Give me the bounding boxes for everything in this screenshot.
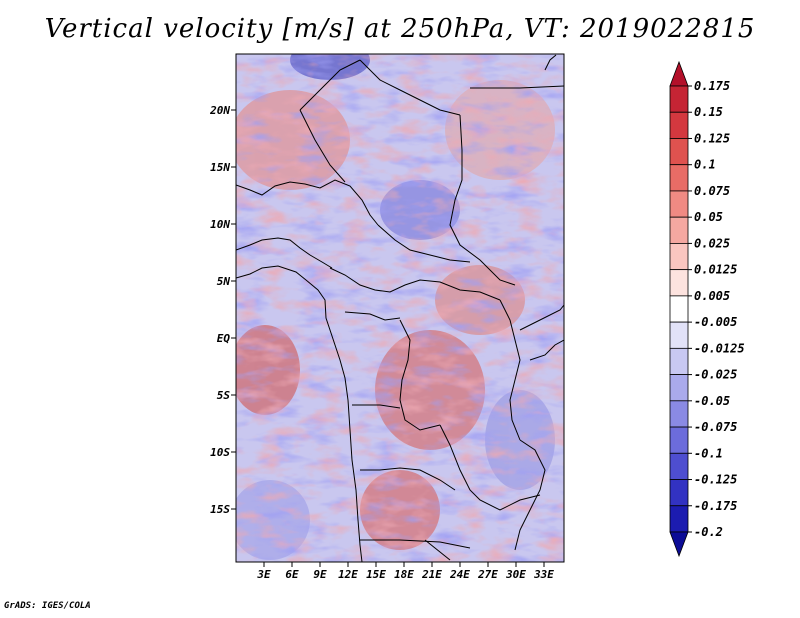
lon-label: 18E: [394, 568, 414, 581]
colorbar-swatch: [669, 269, 689, 297]
colorbar-swatch: [669, 138, 689, 166]
colorbar-swatch: [669, 321, 689, 349]
colorbar-swatch: [669, 347, 689, 375]
colorbar-swatch: [669, 85, 689, 113]
lat-label: 15S: [210, 503, 230, 516]
colorbar-label: 0.15: [694, 105, 723, 119]
colorbar-label: 0.0125: [694, 263, 737, 277]
lat-label: EQ: [217, 332, 231, 345]
colorbar-swatch: [669, 190, 689, 218]
colorbar-label: 0.05: [694, 210, 723, 224]
latitude-axis: 20N 15N 10N 5N EQ 5S 10S 15S: [209, 104, 236, 516]
colorbar-swatch: [669, 452, 689, 480]
colorbar-label: 0.005: [694, 289, 730, 303]
colorbar-swatch: [669, 505, 689, 533]
lat-label: 20N: [209, 104, 230, 117]
colorbar-label: -0.005: [694, 315, 737, 329]
lat-label: 15N: [210, 161, 230, 174]
colorbar-swatch: [669, 111, 689, 139]
lat-label: 5S: [217, 389, 231, 402]
colorbar-label: -0.075: [694, 420, 737, 434]
colorbar-bottom-arrow: [669, 531, 689, 558]
colorbar-swatch: [669, 164, 689, 192]
lat-label: 10N: [210, 218, 230, 231]
colorbar-label: -0.0125: [694, 341, 745, 355]
lon-label: 33E: [533, 568, 554, 581]
colorbar-label: -0.1: [694, 446, 723, 460]
colorbar-swatch: [669, 295, 689, 323]
lon-label: 15E: [366, 568, 386, 581]
colorbar-label: -0.05: [694, 394, 730, 408]
lon-label: 30E: [505, 568, 526, 581]
longitude-axis: 3E 6E 9E 12E 15E 18E 21E 24E 27E 30E 33E: [256, 562, 554, 581]
lon-label: 21E: [421, 568, 442, 581]
lon-label: 12E: [338, 568, 358, 581]
colorbar-label: 0.125: [694, 131, 730, 145]
colorbar-top-arrow: [669, 60, 689, 87]
colorbar-swatch: [669, 216, 689, 244]
colorbar-label: 0.075: [694, 184, 730, 198]
colorbar-label: 0.175: [694, 79, 730, 93]
map-area: [236, 54, 564, 562]
colorbar-label: 0.1: [694, 158, 716, 172]
colorbar: 0.175 0.15 0.125 0.1 0.075 0.05 0.025 0.0125 0.0…: [669, 60, 745, 558]
colorbar-label: -0.2: [694, 525, 723, 539]
lon-label: 9E: [313, 568, 327, 581]
footer-credit: GrADS: IGES/COLA: [4, 601, 91, 611]
map-title: Vertical velocity [m/s] at 250hPa, VT: 2…: [44, 14, 756, 44]
colorbar-swatch: [669, 243, 689, 271]
colorbar-swatch: [669, 479, 689, 507]
colorbar-swatch: [669, 426, 689, 454]
colorbar-swatch: [669, 400, 689, 428]
map-frame: [235, 53, 565, 563]
lon-label: 27E: [477, 568, 498, 581]
colorbar-label: -0.175: [694, 499, 737, 513]
colorbar-label: -0.125: [694, 473, 737, 487]
lat-label: 10S: [210, 446, 230, 459]
colorbar-label: 0.025: [694, 236, 730, 250]
lon-label: 3E: [256, 568, 271, 581]
colorbar-label: -0.025: [694, 368, 737, 382]
lat-label: 5N: [217, 275, 231, 288]
colorbar-swatch: [669, 374, 689, 402]
lon-label: 6E: [285, 568, 299, 581]
lon-label: 24E: [449, 568, 470, 581]
